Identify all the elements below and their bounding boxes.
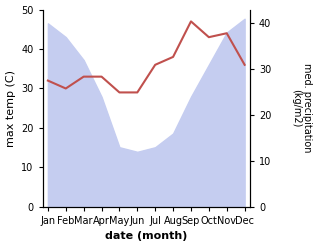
Y-axis label: max temp (C): max temp (C) — [5, 70, 16, 147]
X-axis label: date (month): date (month) — [105, 231, 187, 242]
Y-axis label: med. precipitation
(kg/m2): med. precipitation (kg/m2) — [291, 63, 313, 153]
